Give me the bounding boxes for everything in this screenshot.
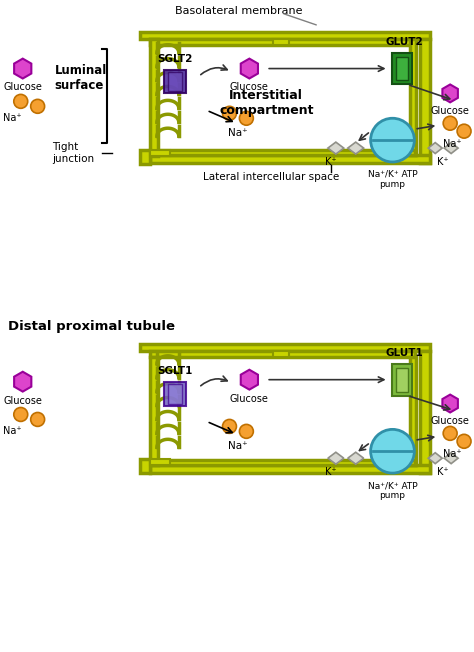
Bar xyxy=(140,459,150,473)
Text: Basolateral membrane: Basolateral membrane xyxy=(175,6,302,16)
Text: Na⁺: Na⁺ xyxy=(3,113,22,123)
Polygon shape xyxy=(14,59,31,78)
Polygon shape xyxy=(428,452,442,464)
Polygon shape xyxy=(442,85,458,102)
Text: Glucose: Glucose xyxy=(431,106,470,116)
Bar xyxy=(392,53,412,85)
Text: Glucose: Glucose xyxy=(3,82,42,93)
Bar xyxy=(140,344,430,351)
Text: Glucose: Glucose xyxy=(3,396,42,406)
Circle shape xyxy=(31,99,45,113)
Text: Na⁺/K⁺ ATP
pump: Na⁺/K⁺ ATP pump xyxy=(368,481,417,501)
Text: Glucose: Glucose xyxy=(230,82,269,93)
Bar xyxy=(150,357,158,465)
Circle shape xyxy=(443,116,457,130)
Polygon shape xyxy=(428,143,442,153)
Polygon shape xyxy=(348,142,364,154)
Circle shape xyxy=(239,111,253,125)
Polygon shape xyxy=(328,142,344,154)
Text: K⁺: K⁺ xyxy=(325,157,337,167)
Text: Tight
junction: Tight junction xyxy=(53,142,95,164)
Bar xyxy=(150,150,415,155)
Polygon shape xyxy=(442,394,458,413)
Text: Na⁺: Na⁺ xyxy=(3,426,22,436)
Bar xyxy=(168,383,182,404)
Bar xyxy=(140,150,150,164)
Bar xyxy=(168,72,182,91)
Bar xyxy=(150,150,170,156)
Circle shape xyxy=(457,125,471,138)
Polygon shape xyxy=(14,372,31,392)
Bar xyxy=(392,364,412,396)
Bar xyxy=(164,381,186,406)
Circle shape xyxy=(222,106,237,120)
Bar xyxy=(420,38,430,163)
Text: K⁺: K⁺ xyxy=(438,157,449,167)
Polygon shape xyxy=(348,452,364,464)
Bar xyxy=(150,465,430,473)
Text: Na⁺: Na⁺ xyxy=(228,441,247,451)
Polygon shape xyxy=(241,370,258,390)
Text: Lateral intercellular space: Lateral intercellular space xyxy=(203,172,339,182)
Circle shape xyxy=(222,419,237,434)
Text: Luminal
surface: Luminal surface xyxy=(55,65,107,93)
Bar xyxy=(150,38,415,45)
Circle shape xyxy=(239,424,253,438)
Bar xyxy=(140,32,430,38)
Bar xyxy=(396,57,409,80)
Circle shape xyxy=(443,426,457,440)
Bar xyxy=(164,70,186,93)
Bar xyxy=(150,155,430,163)
Bar xyxy=(410,357,416,465)
Bar xyxy=(273,351,289,357)
Polygon shape xyxy=(328,452,344,464)
Text: K⁺: K⁺ xyxy=(438,467,449,477)
Circle shape xyxy=(457,434,471,449)
Text: Distal proximal tubule: Distal proximal tubule xyxy=(8,320,175,333)
Polygon shape xyxy=(241,59,258,78)
Bar xyxy=(150,38,158,156)
Text: Glucose: Glucose xyxy=(230,394,269,404)
Circle shape xyxy=(371,430,414,473)
Text: K⁺: K⁺ xyxy=(325,467,337,477)
Bar xyxy=(150,460,415,465)
Circle shape xyxy=(31,413,45,426)
Circle shape xyxy=(14,95,27,108)
Polygon shape xyxy=(444,452,458,464)
Bar xyxy=(273,38,289,45)
Text: Na⁺: Na⁺ xyxy=(443,449,462,459)
Text: Glucose: Glucose xyxy=(431,417,470,426)
Text: GLUT1: GLUT1 xyxy=(385,348,423,358)
Bar xyxy=(396,368,409,392)
Circle shape xyxy=(371,118,414,162)
Text: Na⁺: Na⁺ xyxy=(228,128,247,138)
Bar xyxy=(150,351,415,357)
Text: Na⁺/K⁺ ATP
pump: Na⁺/K⁺ ATP pump xyxy=(368,170,417,189)
Bar xyxy=(420,351,430,473)
Text: SGLT2: SGLT2 xyxy=(157,53,192,64)
Polygon shape xyxy=(444,143,458,153)
Text: Na⁺: Na⁺ xyxy=(443,139,462,149)
Bar xyxy=(410,38,416,155)
Text: GLUT2: GLUT2 xyxy=(385,37,423,47)
Circle shape xyxy=(14,408,27,421)
Text: Interstitial
compartment: Interstitial compartment xyxy=(219,89,313,117)
Text: SGLT1: SGLT1 xyxy=(157,366,192,376)
Bar xyxy=(150,459,170,465)
